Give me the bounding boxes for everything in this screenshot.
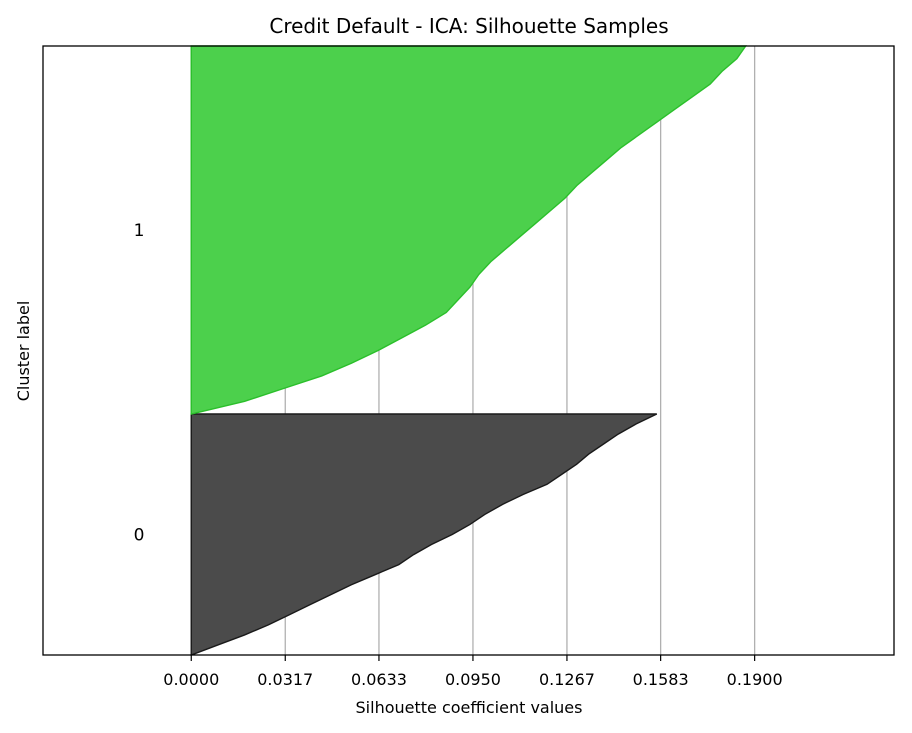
- cluster-label-1: 1: [134, 221, 145, 241]
- x-tick-label: 0.1583: [633, 670, 689, 689]
- x-tick-label: 0.1900: [727, 670, 783, 689]
- x-axis-label: Silhouette coefficient values: [356, 698, 583, 717]
- silhouette-areas: [190, 45, 748, 656]
- x-tick-label: 0.1267: [539, 670, 595, 689]
- x-axis-ticks: 0.0000 0.0317 0.0633 0.0950 0.1267 0.1583 0.19…: [163, 655, 783, 689]
- x-tick-label: 0.0633: [351, 670, 407, 689]
- x-tick-label: 0.0317: [257, 670, 313, 689]
- cluster-label-0: 0: [134, 526, 145, 546]
- silhouette-area-cluster-0: [190, 413, 658, 656]
- x-tick-label: 0.0950: [445, 670, 501, 689]
- plot-frame: [42, 45, 895, 656]
- cluster-labels: 01: [134, 221, 145, 546]
- y-axis-label: Cluster label: [14, 301, 33, 402]
- silhouette-area-cluster-1: [190, 45, 748, 415]
- x-tick-label: 0.0000: [163, 670, 219, 689]
- chart-title: Credit Default - ICA: Silhouette Samples: [269, 14, 668, 38]
